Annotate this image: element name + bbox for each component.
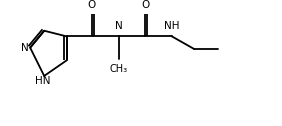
Text: O: O: [88, 0, 96, 10]
Text: N: N: [115, 21, 122, 31]
Text: HN: HN: [35, 76, 50, 86]
Text: N: N: [21, 43, 29, 53]
Text: CH₃: CH₃: [109, 64, 128, 74]
Text: NH: NH: [164, 21, 180, 31]
Text: O: O: [141, 0, 149, 10]
